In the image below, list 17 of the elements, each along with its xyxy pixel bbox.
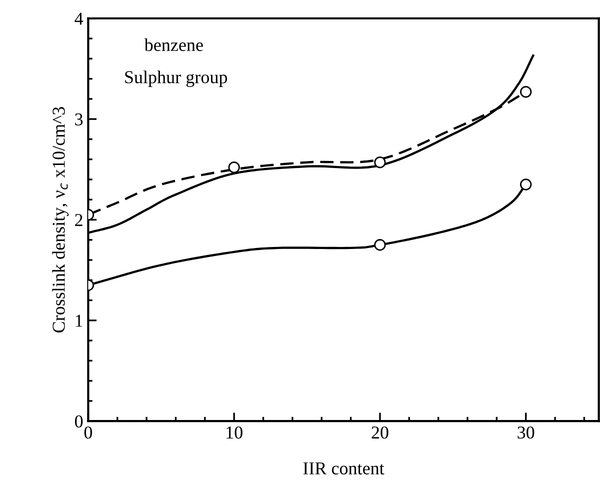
point [374, 239, 386, 251]
x-tick-label: 10 [226, 426, 242, 439]
y-tick-label: 4 [74, 12, 84, 25]
y-tick-label: 3 [75, 113, 83, 126]
x-axis-title: IIR content [303, 462, 384, 474]
x-tick-label: 20 [372, 426, 388, 439]
y-axis-title: Crosslink density, ν$_{c}$ x10/cm^3 [52, 107, 69, 332]
x-tick-label: 0 [84, 426, 92, 439]
y-tick-label: 1 [76, 314, 82, 327]
point [520, 178, 532, 190]
y-tick-label: 0 [75, 415, 83, 428]
point [520, 86, 532, 98]
x-tick-label: 30 [518, 426, 534, 439]
annotation: Sulphur group [125, 70, 228, 88]
annotation: benzene [144, 38, 203, 52]
y-tick-label: 2 [75, 214, 82, 226]
point [374, 156, 386, 168]
